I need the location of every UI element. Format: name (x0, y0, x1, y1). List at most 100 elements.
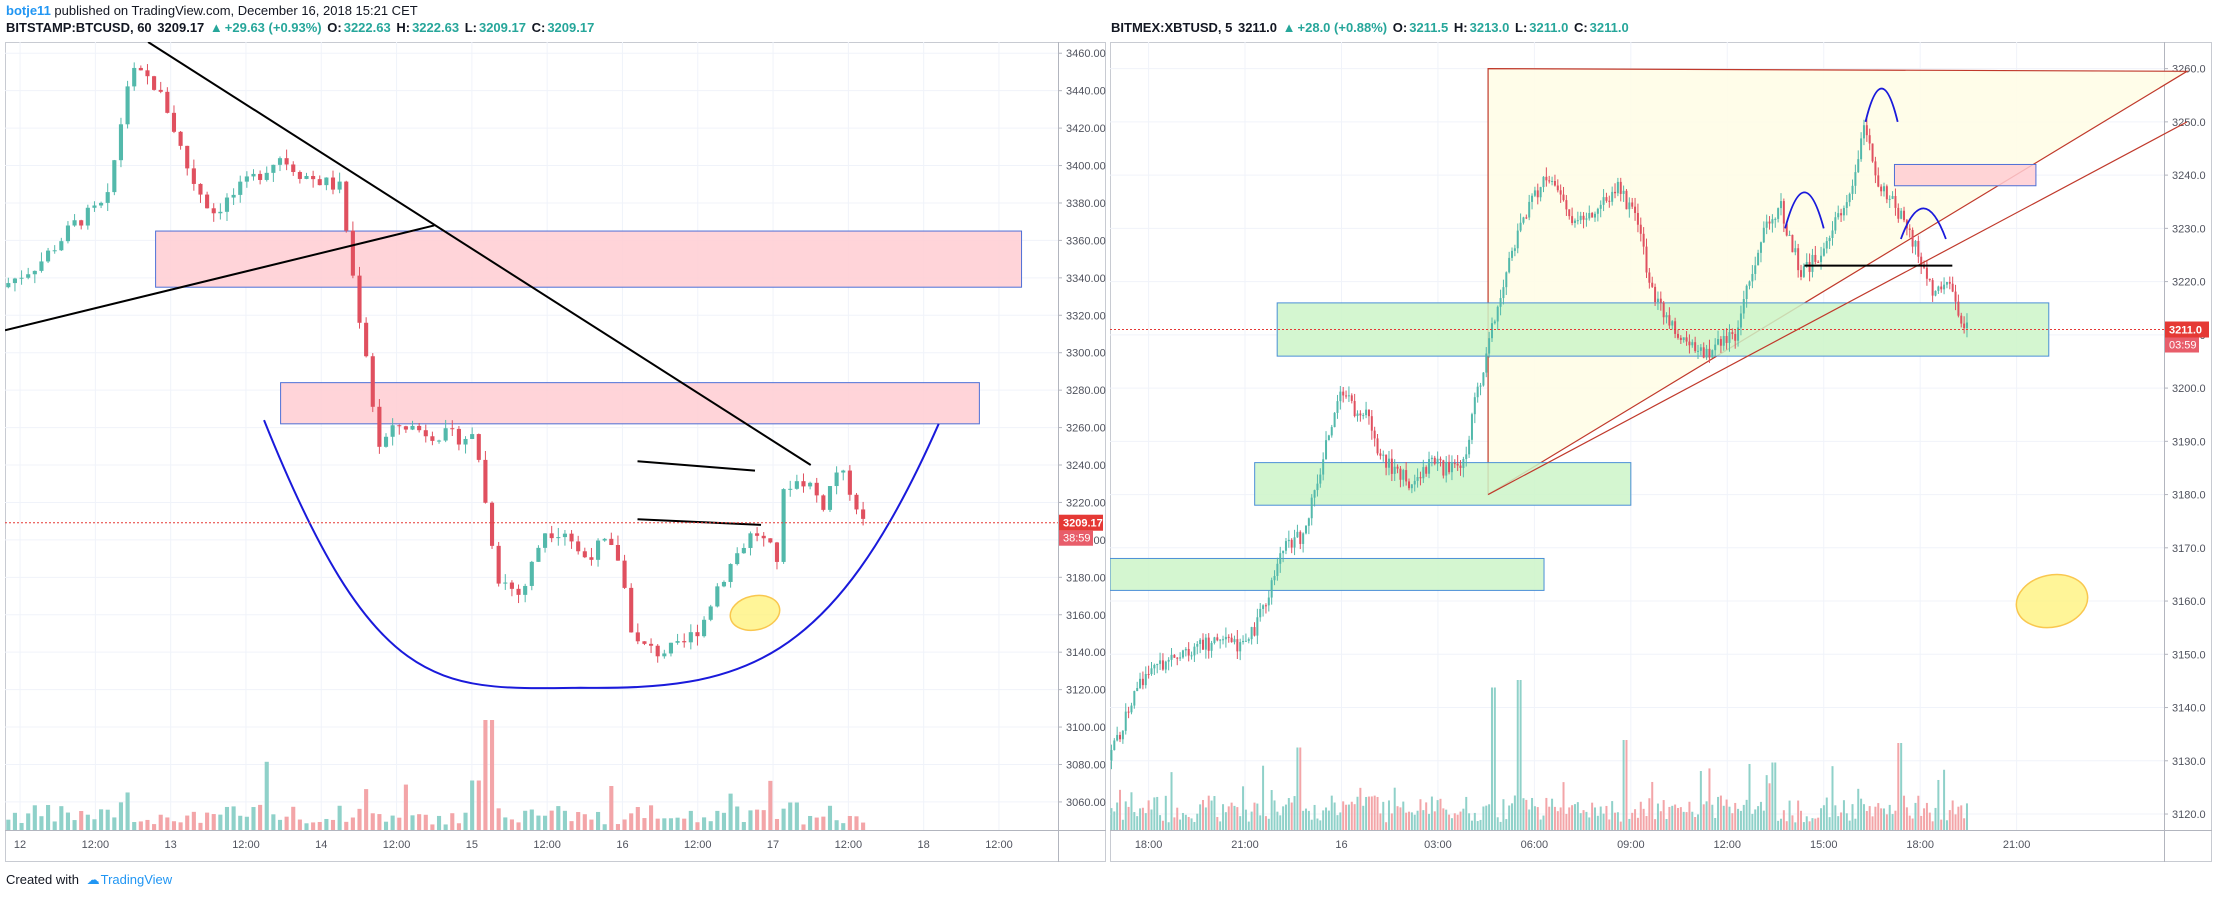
volume-bar (1897, 743, 1900, 830)
volume-bar (1631, 812, 1634, 830)
volume-bar (682, 818, 687, 830)
volume-bar (1121, 819, 1124, 830)
volume-bar (781, 808, 786, 830)
volume-bar (1396, 806, 1399, 830)
change-value: +29.63 (+0.93%) (224, 20, 322, 35)
candle-body (357, 275, 362, 323)
candle-body (1161, 660, 1164, 670)
volume-bar (1473, 812, 1476, 830)
author-name[interactable]: botje11 (6, 3, 51, 18)
volume-bar (1531, 797, 1534, 830)
chart-panel-left[interactable]: 3460.00 3440.00 3420.00 3400.00 3380.00 3360.… (5, 42, 1106, 862)
volume-bar (1697, 814, 1700, 830)
volume-bar (1831, 766, 1834, 830)
volume-bar (615, 824, 620, 830)
volume-bar (1325, 807, 1328, 830)
volume-bar (1147, 800, 1150, 830)
candle-body (1800, 270, 1803, 277)
volume-bar (1905, 807, 1908, 830)
candle-body (1888, 198, 1891, 200)
price-label: 3211.0 (2169, 325, 2202, 337)
candle-body (1508, 257, 1511, 273)
volume-bar (39, 816, 44, 830)
candle-body (1739, 313, 1742, 328)
candle-body (814, 482, 819, 496)
candle-body (1259, 608, 1262, 618)
volume-bar (1262, 765, 1265, 830)
y-tick-label: 3080.00 (1066, 759, 1106, 771)
candle-body (1204, 637, 1207, 650)
volume-bar (1287, 798, 1290, 830)
volume-bar (1920, 815, 1923, 830)
candle-body (211, 208, 216, 214)
candle-body (1931, 280, 1934, 296)
candle-body (1862, 125, 1865, 139)
tradingview-logo-icon[interactable]: ☁ (86, 872, 100, 887)
tradingview-link[interactable]: TradingView (100, 872, 173, 887)
candle-body (1313, 490, 1316, 498)
volume-bar (1236, 807, 1239, 830)
candle-body (708, 606, 713, 620)
volume-bar (1748, 763, 1751, 830)
volume-bar (1719, 795, 1722, 830)
volume-bar (403, 784, 408, 830)
candle-body (748, 533, 753, 548)
candle-body (1511, 250, 1514, 258)
volume-bar (1439, 798, 1442, 830)
x-tick-label: 18:00 (1906, 839, 1934, 851)
pink-zone-rect (155, 230, 1023, 288)
volume-bar (1187, 816, 1190, 830)
candle-body (576, 541, 581, 552)
candle-body (1113, 740, 1116, 751)
volume-bar (1651, 781, 1654, 830)
volume-bar (1408, 811, 1411, 830)
candle-body (145, 70, 150, 77)
volume-bar (1659, 811, 1662, 830)
volume-bar (1888, 804, 1891, 830)
volume-bar (456, 823, 461, 830)
volume-bar (622, 819, 627, 830)
candle-body (85, 207, 90, 226)
volume-bar (1668, 806, 1671, 830)
candle-body (841, 470, 846, 473)
candle-body (1476, 386, 1479, 398)
volume-bar (602, 824, 607, 830)
volume-bar (1468, 813, 1471, 830)
volume-bar (1588, 817, 1591, 830)
volume-bar (1299, 747, 1302, 830)
candle-body (1110, 750, 1113, 761)
volume-bar (1940, 819, 1943, 830)
candle-body (1765, 221, 1768, 228)
price-label-box (1059, 514, 1103, 531)
y-tick-label: 3150.0 (2172, 649, 2206, 661)
candle-body (1310, 497, 1313, 519)
volume-bar (1662, 800, 1665, 830)
candle-body (1614, 191, 1617, 194)
candle-body (92, 205, 97, 208)
candle-body (1468, 439, 1471, 455)
candle-body (1227, 636, 1230, 638)
volume-bar (1267, 818, 1270, 830)
candle-body (1588, 213, 1591, 219)
candle-body (1860, 138, 1863, 160)
open-value: 3222.63 (343, 20, 391, 35)
volume-bar (1519, 680, 1522, 830)
volume-bar (1882, 808, 1885, 830)
candle-body (1599, 204, 1602, 209)
candle-body (1662, 302, 1665, 318)
candle-body (1425, 467, 1428, 474)
candle-body (1957, 301, 1960, 316)
annotations (1110, 68, 2190, 591)
candle-body (344, 181, 349, 231)
candle-body (1565, 200, 1568, 210)
volume-bar (198, 822, 203, 830)
volume-bar (1625, 740, 1628, 830)
candle-body (688, 632, 693, 643)
chart-panel-right[interactable]: 3260.03250.03240.03230.03220.03210.03200… (1110, 42, 2212, 862)
candle-body (569, 533, 574, 542)
x-tick-label: 16 (616, 839, 628, 851)
volume-bar (191, 811, 196, 830)
candle-body (483, 459, 488, 503)
candle-body (682, 641, 687, 643)
candles (1110, 118, 1968, 770)
